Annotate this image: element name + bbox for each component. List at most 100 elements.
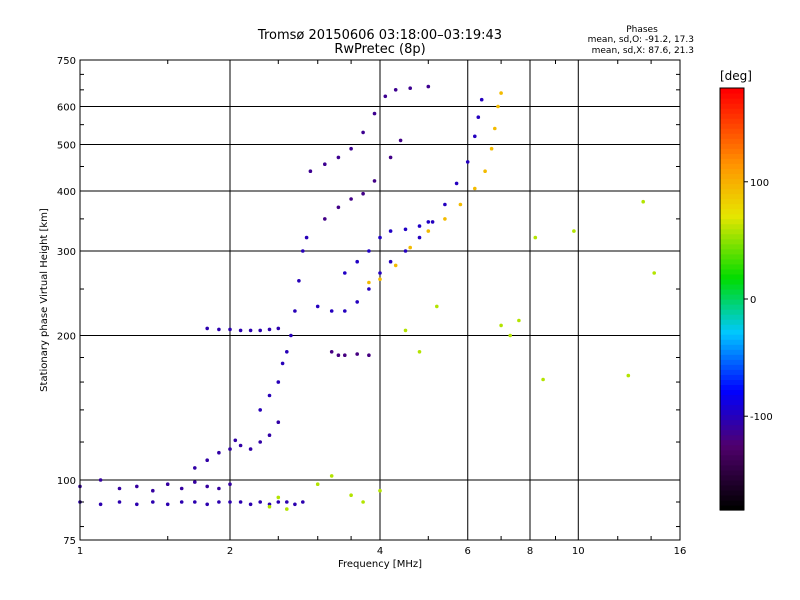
data-point: [297, 279, 301, 283]
colorbar-segment: [720, 273, 744, 280]
data-point: [248, 502, 253, 507]
data-point: [151, 488, 155, 493]
data-point: [217, 450, 221, 455]
data-point: [372, 179, 377, 183]
data-point: [403, 227, 408, 232]
phases-heading: Phases: [626, 25, 658, 35]
data-point: [151, 500, 155, 504]
colorbar-segment: [720, 379, 744, 385]
colorbar-segment: [720, 364, 744, 370]
colorbar-segment: [720, 444, 744, 451]
colorbar-segment: [720, 163, 744, 169]
data-point: [258, 500, 263, 504]
data-point: [135, 502, 139, 507]
colorbar-segment: [720, 434, 744, 441]
data-point: [336, 155, 341, 160]
data-point: [408, 245, 413, 250]
data-point: [435, 304, 439, 309]
data-points: [78, 84, 656, 511]
colorbar-segment: [720, 178, 744, 185]
phases-mean-o: mean, sd,O: -91.2, 17.3: [588, 35, 694, 45]
y-tick-label: 750: [57, 56, 76, 67]
colorbar-segment: [720, 238, 744, 245]
data-point: [426, 84, 431, 89]
data-point: [367, 287, 371, 291]
data-point: [458, 202, 463, 207]
data-point: [476, 115, 481, 119]
colorbar-segment: [720, 439, 744, 446]
data-point: [329, 474, 334, 478]
data-point: [117, 486, 122, 491]
data-point: [426, 220, 431, 224]
colorbar-segment: [720, 103, 744, 109]
data-point: [361, 191, 365, 196]
data-point: [308, 169, 313, 173]
data-point: [398, 138, 403, 143]
colorbar-segment: [720, 489, 744, 496]
colorbar-segment: [720, 193, 744, 200]
colorbar-segment: [720, 248, 744, 255]
data-point: [135, 484, 139, 489]
y-tick-label: 600: [57, 103, 76, 114]
colorbar-segment: [720, 133, 744, 139]
colorbar-segment: [720, 349, 744, 355]
colorbar-segment: [720, 339, 744, 345]
data-point: [349, 146, 353, 151]
colorbar-segment: [720, 198, 744, 205]
data-point: [179, 500, 184, 504]
data-point: [248, 447, 253, 451]
data-point: [285, 350, 289, 354]
colorbar-segment: [720, 484, 744, 491]
data-point: [367, 280, 371, 285]
colorbar-segment: [720, 148, 744, 154]
colorbar-segment: [720, 108, 744, 114]
colorbar-segment: [720, 309, 744, 315]
data-point: [430, 220, 435, 224]
colorbar-segment: [720, 113, 744, 119]
axis-ticks: 1 2 4 6 8 10 16 750 600 500 400 300 200 100 75: [57, 56, 686, 557]
data-point: [367, 249, 371, 253]
data-point: [267, 393, 272, 398]
colorbar-segment: [720, 359, 744, 365]
colorbar-segment: [720, 494, 744, 501]
grid: [80, 60, 680, 540]
data-point: [228, 327, 232, 332]
colorbar-segment: [720, 228, 744, 235]
colorbar-segment: [720, 268, 744, 275]
data-point: [165, 502, 170, 507]
data-point: [205, 502, 209, 507]
colorbar-segment: [720, 404, 744, 411]
x-tick-label: 4: [377, 546, 383, 557]
data-point: [238, 500, 243, 504]
data-point: [301, 249, 305, 253]
data-point: [343, 353, 347, 358]
data-point: [499, 323, 503, 328]
data-point: [98, 502, 103, 507]
data-point: [443, 202, 447, 207]
data-point: [117, 500, 122, 504]
colorbar-segment: [720, 143, 744, 149]
x-tick-label: 10: [572, 546, 585, 557]
colorbar-segment: [720, 213, 744, 220]
data-point: [483, 169, 487, 173]
colorbar-segment: [720, 263, 744, 270]
data-point: [285, 500, 289, 504]
data-point: [258, 328, 263, 333]
data-point: [217, 500, 221, 504]
colorbar-segment: [720, 128, 744, 134]
data-point: [293, 309, 297, 313]
data-point: [205, 458, 209, 463]
y-tick-label: 400: [57, 187, 76, 198]
colorbar-segment: [720, 394, 744, 401]
data-point: [329, 350, 334, 354]
colorbar-segment: [720, 499, 744, 506]
data-point: [258, 408, 263, 412]
data-point: [193, 480, 197, 484]
data-point: [329, 309, 334, 313]
data-point: [403, 328, 408, 333]
data-point: [473, 134, 477, 139]
data-point: [443, 217, 447, 221]
chart-title: Tromsø 20150606 03:18:00–03:19:43: [257, 28, 502, 43]
data-point: [248, 328, 253, 333]
data-point: [355, 259, 360, 264]
